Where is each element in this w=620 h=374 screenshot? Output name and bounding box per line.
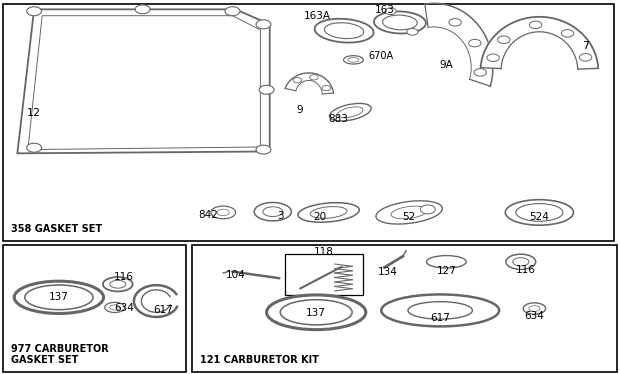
Ellipse shape bbox=[217, 209, 229, 215]
Circle shape bbox=[487, 54, 499, 61]
Circle shape bbox=[27, 7, 42, 16]
Text: 137: 137 bbox=[49, 292, 69, 302]
Bar bbox=[285, 254, 363, 295]
Circle shape bbox=[259, 85, 274, 94]
Ellipse shape bbox=[391, 206, 427, 219]
Text: 524: 524 bbox=[529, 212, 549, 222]
Text: 617: 617 bbox=[430, 313, 450, 322]
Text: 9: 9 bbox=[296, 105, 303, 115]
Text: 617: 617 bbox=[153, 306, 173, 315]
Text: 121 CARBURETOR KIT: 121 CARBURETOR KIT bbox=[200, 355, 319, 365]
Ellipse shape bbox=[506, 254, 536, 269]
Ellipse shape bbox=[513, 258, 529, 266]
Ellipse shape bbox=[280, 300, 352, 325]
Ellipse shape bbox=[14, 281, 104, 313]
Ellipse shape bbox=[505, 200, 574, 225]
Text: 883: 883 bbox=[328, 114, 348, 124]
Ellipse shape bbox=[267, 295, 366, 329]
Text: 52: 52 bbox=[402, 212, 416, 221]
Ellipse shape bbox=[110, 280, 126, 288]
Polygon shape bbox=[285, 73, 334, 94]
Text: 634: 634 bbox=[114, 303, 134, 313]
Circle shape bbox=[561, 30, 574, 37]
Circle shape bbox=[469, 39, 481, 47]
Ellipse shape bbox=[427, 255, 466, 268]
Circle shape bbox=[385, 8, 396, 15]
Bar bbox=[3, 245, 186, 372]
Ellipse shape bbox=[376, 201, 443, 224]
Circle shape bbox=[420, 205, 435, 214]
Ellipse shape bbox=[348, 58, 359, 62]
Text: 134: 134 bbox=[378, 267, 397, 277]
Ellipse shape bbox=[25, 285, 93, 310]
Ellipse shape bbox=[110, 305, 120, 310]
Circle shape bbox=[309, 75, 318, 80]
Ellipse shape bbox=[324, 23, 364, 39]
Text: 3: 3 bbox=[277, 211, 283, 221]
Ellipse shape bbox=[436, 259, 456, 265]
Text: 127: 127 bbox=[436, 266, 456, 276]
Ellipse shape bbox=[337, 107, 363, 117]
Circle shape bbox=[497, 36, 510, 43]
Polygon shape bbox=[28, 16, 260, 150]
Text: 977 CARBURETOR
GASKET SET: 977 CARBURETOR GASKET SET bbox=[11, 344, 108, 365]
Text: 116: 116 bbox=[516, 265, 536, 275]
Text: 163A: 163A bbox=[304, 11, 331, 21]
Ellipse shape bbox=[254, 202, 291, 221]
Circle shape bbox=[293, 78, 302, 83]
Text: 7: 7 bbox=[582, 41, 590, 50]
Ellipse shape bbox=[310, 206, 347, 218]
Circle shape bbox=[580, 53, 592, 61]
Text: 358 GASKET SET: 358 GASKET SET bbox=[11, 224, 102, 234]
Text: 104: 104 bbox=[226, 270, 246, 279]
Ellipse shape bbox=[211, 206, 236, 219]
Circle shape bbox=[407, 28, 418, 35]
Ellipse shape bbox=[523, 303, 546, 314]
Ellipse shape bbox=[374, 11, 426, 34]
Ellipse shape bbox=[314, 19, 374, 43]
Bar bbox=[192, 245, 617, 372]
Text: 20: 20 bbox=[313, 212, 327, 221]
Ellipse shape bbox=[516, 203, 563, 221]
Circle shape bbox=[529, 21, 542, 28]
Ellipse shape bbox=[103, 277, 133, 291]
Ellipse shape bbox=[343, 56, 363, 64]
Text: 670A: 670A bbox=[368, 51, 394, 61]
Text: 118: 118 bbox=[314, 247, 334, 257]
Circle shape bbox=[474, 68, 487, 76]
Ellipse shape bbox=[298, 203, 359, 222]
Text: 842: 842 bbox=[198, 211, 218, 220]
Ellipse shape bbox=[105, 302, 125, 313]
Circle shape bbox=[449, 19, 461, 26]
Ellipse shape bbox=[381, 294, 499, 327]
Circle shape bbox=[256, 145, 271, 154]
Bar bbox=[3, 4, 614, 241]
Ellipse shape bbox=[408, 302, 472, 319]
Text: 137: 137 bbox=[306, 308, 326, 318]
Ellipse shape bbox=[383, 15, 417, 30]
Circle shape bbox=[322, 86, 331, 91]
Ellipse shape bbox=[329, 103, 371, 121]
Polygon shape bbox=[17, 9, 270, 153]
Text: 9A: 9A bbox=[440, 60, 453, 70]
Circle shape bbox=[225, 7, 240, 16]
Circle shape bbox=[256, 20, 271, 29]
Text: 116: 116 bbox=[114, 272, 134, 282]
Circle shape bbox=[27, 143, 42, 152]
Ellipse shape bbox=[263, 207, 283, 217]
Ellipse shape bbox=[529, 306, 540, 312]
Polygon shape bbox=[480, 17, 598, 69]
Text: 12: 12 bbox=[27, 108, 41, 118]
Circle shape bbox=[135, 5, 150, 14]
Text: 634: 634 bbox=[525, 311, 544, 321]
Text: 163: 163 bbox=[374, 5, 394, 15]
